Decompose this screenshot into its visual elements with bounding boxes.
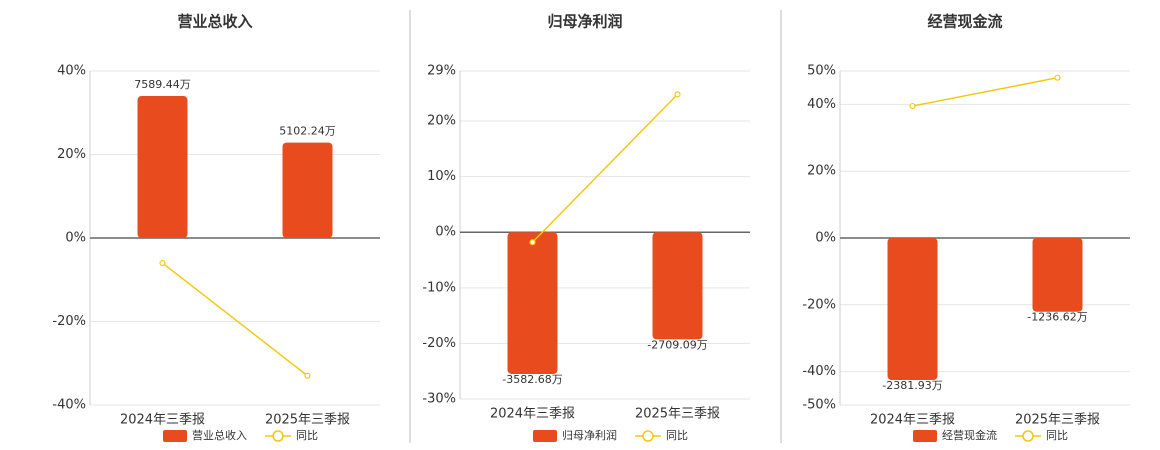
- x-tick-label: 2024年三季报: [120, 413, 205, 428]
- line: [162, 262, 308, 377]
- y-tick-label: 20%: [427, 114, 456, 129]
- legend-swatch: [1022, 430, 1034, 442]
- data-label: -1236.62万: [1027, 311, 1087, 324]
- y-tick-label: 10%: [427, 169, 456, 184]
- y-tick-label: 0%: [65, 231, 86, 246]
- bar: [137, 96, 188, 238]
- legend-swatch: [642, 430, 654, 442]
- y-tick-label: -30%: [422, 392, 456, 407]
- legend-swatch: [533, 430, 557, 442]
- line: [531, 93, 679, 243]
- data-label: -3582.68万: [502, 373, 562, 386]
- bar: [507, 232, 558, 374]
- y-tick-label: -40%: [802, 364, 836, 379]
- bar: [1032, 238, 1083, 312]
- legend-swatch: [272, 430, 284, 442]
- x-tick-label: 2024年三季报: [490, 407, 575, 422]
- bar: [887, 238, 938, 380]
- legend-label: 同比: [1046, 429, 1068, 442]
- point: [909, 102, 916, 110]
- legend-swatch: [163, 430, 187, 442]
- y-tick-label: -50%: [802, 398, 836, 413]
- y-tick-label: 50%: [807, 64, 836, 79]
- y-tick-label: -40%: [52, 398, 86, 413]
- legend-label: 营业总收入: [192, 428, 247, 442]
- y-tick-label: 0%: [435, 225, 456, 240]
- y-tick-label: -10%: [422, 280, 456, 295]
- x-tick-label: 2025年三季报: [1015, 413, 1100, 428]
- y-tick-label: 40%: [57, 64, 86, 79]
- point: [674, 91, 681, 98]
- bar: [282, 142, 333, 238]
- legend-swatch: [913, 430, 937, 442]
- y-tick-label: 20%: [807, 164, 836, 179]
- data-label: -2381.93万: [882, 379, 942, 392]
- chart-title: 营业总收入: [177, 13, 252, 31]
- y-tick-label: -20%: [52, 314, 86, 329]
- legend-label: 同比: [296, 429, 318, 442]
- line: [912, 76, 1058, 107]
- legend-label: 同比: [666, 429, 688, 442]
- data-label: 5102.24万: [279, 125, 336, 138]
- y-tick-label: 0%: [815, 231, 836, 246]
- y-tick-label: -20%: [802, 297, 836, 312]
- point: [304, 372, 311, 379]
- y-tick-label: 20%: [57, 147, 86, 162]
- data-label: -2709.09万: [647, 338, 707, 351]
- chart-title: 归母净利润: [547, 13, 622, 31]
- x-tick-label: 2025年三季报: [635, 407, 720, 422]
- x-tick-label: 2024年三季报: [870, 413, 955, 428]
- data-label: 7589.44万: [134, 78, 191, 91]
- y-tick-label: 29%: [427, 64, 456, 79]
- y-tick-label: -20%: [422, 336, 456, 351]
- point: [1054, 74, 1061, 81]
- chart-title: 经营现金流: [927, 13, 1002, 31]
- legend-label: 归母净利润: [562, 428, 617, 442]
- legend-label: 经营现金流: [942, 428, 997, 442]
- x-tick-label: 2025年三季报: [265, 413, 350, 428]
- y-tick-label: 40%: [807, 97, 836, 112]
- bar: [652, 232, 703, 340]
- point: [159, 259, 166, 267]
- point: [529, 239, 536, 246]
